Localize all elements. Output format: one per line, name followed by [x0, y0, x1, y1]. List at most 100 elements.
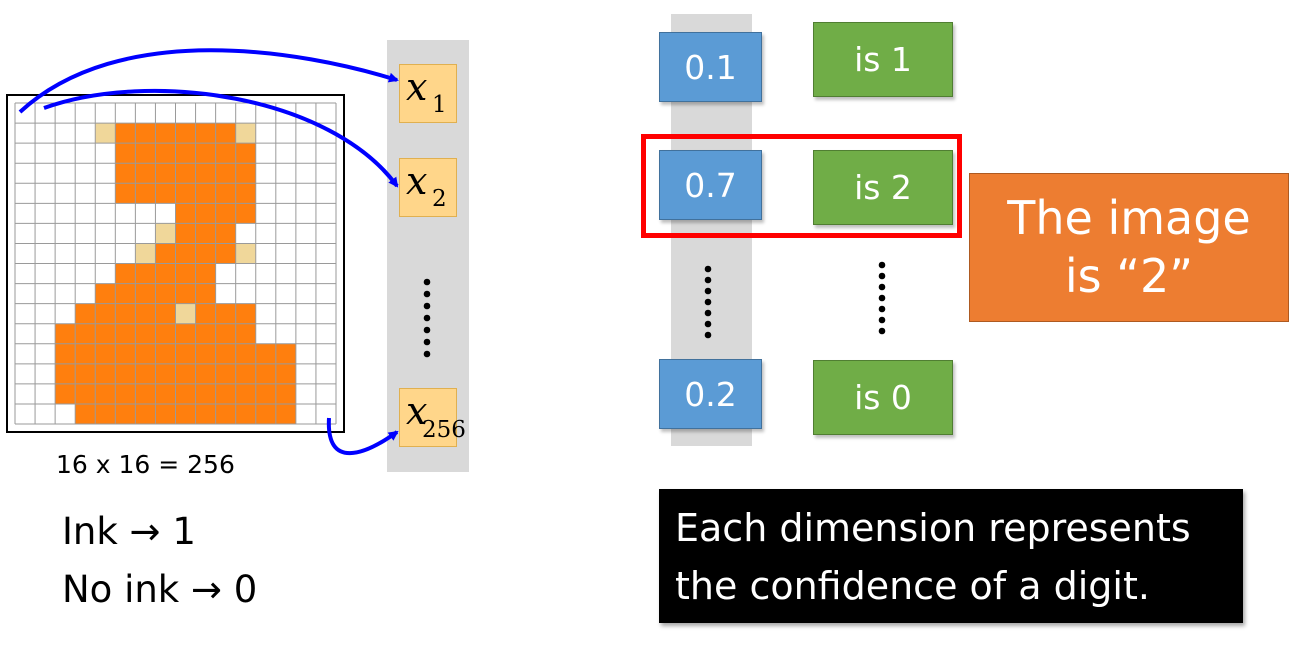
ink-pixel	[255, 363, 276, 384]
ink-pixel	[195, 223, 216, 244]
ink-pixel	[95, 383, 116, 404]
ink-pixel	[215, 123, 236, 144]
ink-pixel	[175, 203, 196, 224]
ink-pixel	[115, 303, 136, 324]
note-line-2: the confidence of a digit.	[675, 564, 1150, 608]
ink-pixel	[235, 303, 256, 324]
input-x1-var: x	[406, 65, 428, 109]
ink-pixel	[155, 323, 176, 344]
ink-pixel	[175, 283, 196, 304]
input-x2-subscript: 2	[432, 186, 447, 212]
ink-pixel	[235, 343, 256, 364]
ink-pixel	[195, 383, 216, 404]
ink-pixel	[115, 403, 136, 424]
ink-pixel	[155, 403, 176, 424]
explanation-note: Each dimension represents the confidence…	[659, 489, 1243, 623]
ink-pixel	[235, 323, 256, 344]
ink-pixel	[195, 303, 216, 324]
ink-pixel	[195, 143, 216, 164]
ink-pixel	[55, 343, 76, 364]
ink-pixel	[155, 163, 176, 184]
ink-pixel	[75, 383, 96, 404]
ink-pixel	[175, 243, 196, 264]
ink-pixel	[275, 363, 296, 384]
ink-pixel	[55, 383, 76, 404]
ink-pixel	[195, 123, 216, 144]
ink-pixel	[215, 163, 236, 184]
ink-rule: Ink → 1	[62, 510, 196, 553]
ink-pixel	[135, 303, 156, 324]
partial-ink-pixel	[155, 223, 176, 244]
ink-pixel	[255, 343, 276, 364]
ink-pixel	[195, 203, 216, 224]
partial-ink-pixel	[95, 123, 116, 144]
ink-pixel	[135, 323, 156, 344]
ink-pixel	[135, 343, 156, 364]
ink-pixel	[55, 323, 76, 344]
ink-pixel	[175, 183, 196, 204]
ink-pixel	[275, 403, 296, 424]
ink-pixel	[195, 403, 216, 424]
ink-pixel	[95, 303, 116, 324]
output-y2-box: 0.7	[659, 150, 762, 220]
ink-pixel	[155, 123, 176, 144]
ink-pixel	[175, 383, 196, 404]
ink-pixel	[135, 143, 156, 164]
input-x2-var: x	[406, 159, 428, 203]
result-line-1: The image	[1007, 191, 1251, 245]
ink-pixel	[175, 163, 196, 184]
ink-pixel	[175, 343, 196, 364]
ink-pixel	[75, 363, 96, 384]
ink-pixel	[135, 383, 156, 404]
partial-ink-pixel	[175, 303, 196, 324]
ink-pixel	[115, 183, 136, 204]
ink-pixel	[155, 303, 176, 324]
ink-pixel	[215, 323, 236, 344]
ink-pixel	[115, 383, 136, 404]
ink-pixel	[195, 263, 216, 284]
ink-pixel	[135, 403, 156, 424]
ink-pixel	[215, 383, 236, 404]
no-ink-rule: No ink → 0	[62, 568, 258, 611]
ink-pixel	[175, 403, 196, 424]
note-line-1: Each dimension represents	[675, 506, 1191, 550]
ink-pixel	[215, 343, 236, 364]
ink-pixel	[155, 383, 176, 404]
ink-pixel	[235, 383, 256, 404]
ink-pixel	[175, 223, 196, 244]
ink-pixel	[215, 243, 236, 264]
ink-pixel	[235, 163, 256, 184]
ink-pixel	[215, 403, 236, 424]
ink-pixel	[215, 143, 236, 164]
ink-pixel	[155, 143, 176, 164]
ink-pixel	[235, 403, 256, 424]
ink-pixel	[215, 203, 236, 224]
ink-pixel	[215, 303, 236, 324]
ink-pixel	[195, 283, 216, 304]
ink-pixel	[235, 203, 256, 224]
ink-pixel	[175, 263, 196, 284]
grid-size-caption: 16 x 16 = 256	[56, 450, 235, 479]
ink-pixel	[195, 363, 216, 384]
ink-pixel	[135, 183, 156, 204]
ink-pixel	[235, 183, 256, 204]
ink-pixel	[95, 403, 116, 424]
ink-pixel	[155, 343, 176, 364]
partial-ink-pixel	[135, 243, 156, 264]
ink-pixel	[175, 123, 196, 144]
ink-pixel	[215, 223, 236, 244]
label-is-0: is 0	[813, 360, 953, 435]
ink-pixel	[195, 243, 216, 264]
ink-pixel	[115, 123, 136, 144]
ink-pixel	[135, 163, 156, 184]
ink-pixel	[95, 283, 116, 304]
ink-pixel	[155, 243, 176, 264]
ink-pixel	[275, 383, 296, 404]
digit-pixel-grid	[6, 94, 345, 433]
ink-pixel	[75, 403, 96, 424]
input-x2-box: x 2	[399, 158, 457, 217]
ink-pixel	[255, 383, 276, 404]
ink-pixel	[195, 343, 216, 364]
ink-pixel	[115, 143, 136, 164]
ink-pixel	[235, 363, 256, 384]
